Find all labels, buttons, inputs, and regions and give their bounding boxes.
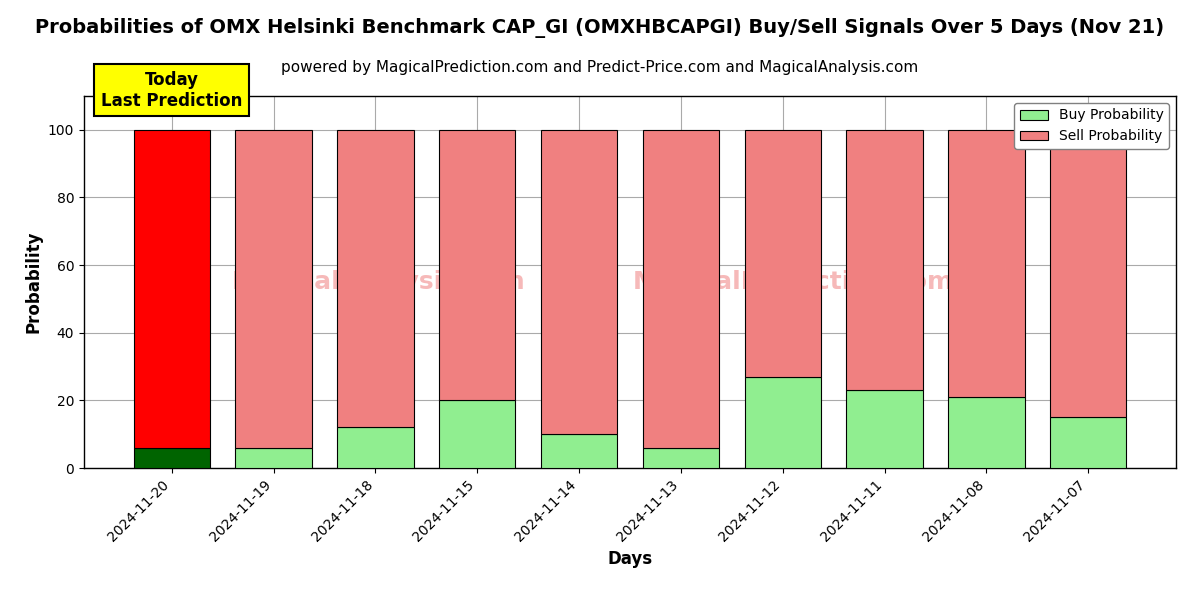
Bar xyxy=(235,448,312,468)
Text: Probabilities of OMX Helsinki Benchmark CAP_GI (OMXHBCAPGI) Buy/Sell Signals Ove: Probabilities of OMX Helsinki Benchmark … xyxy=(36,18,1164,38)
Text: Today
Last Prediction: Today Last Prediction xyxy=(101,71,242,110)
Bar xyxy=(541,434,617,468)
Y-axis label: Probability: Probability xyxy=(24,231,42,333)
Bar xyxy=(1050,130,1127,417)
Bar xyxy=(948,130,1025,397)
Bar xyxy=(235,130,312,448)
Bar xyxy=(1050,417,1127,468)
Bar xyxy=(439,400,516,468)
Bar xyxy=(948,397,1025,468)
Bar xyxy=(846,130,923,390)
Bar xyxy=(643,448,719,468)
Bar xyxy=(337,130,414,427)
Bar xyxy=(744,377,821,468)
Legend: Buy Probability, Sell Probability: Buy Probability, Sell Probability xyxy=(1014,103,1169,149)
Bar xyxy=(643,130,719,448)
Bar xyxy=(337,427,414,468)
Text: powered by MagicalPrediction.com and Predict-Price.com and MagicalAnalysis.com: powered by MagicalPrediction.com and Pre… xyxy=(281,60,919,75)
Bar xyxy=(744,130,821,377)
Bar xyxy=(541,130,617,434)
Text: MagicalAnalysis.com: MagicalAnalysis.com xyxy=(232,270,526,294)
Bar xyxy=(846,390,923,468)
Bar xyxy=(133,448,210,468)
Bar xyxy=(133,130,210,448)
Text: MagicalPrediction.com: MagicalPrediction.com xyxy=(634,270,954,294)
Bar xyxy=(439,130,516,400)
X-axis label: Days: Days xyxy=(607,550,653,568)
